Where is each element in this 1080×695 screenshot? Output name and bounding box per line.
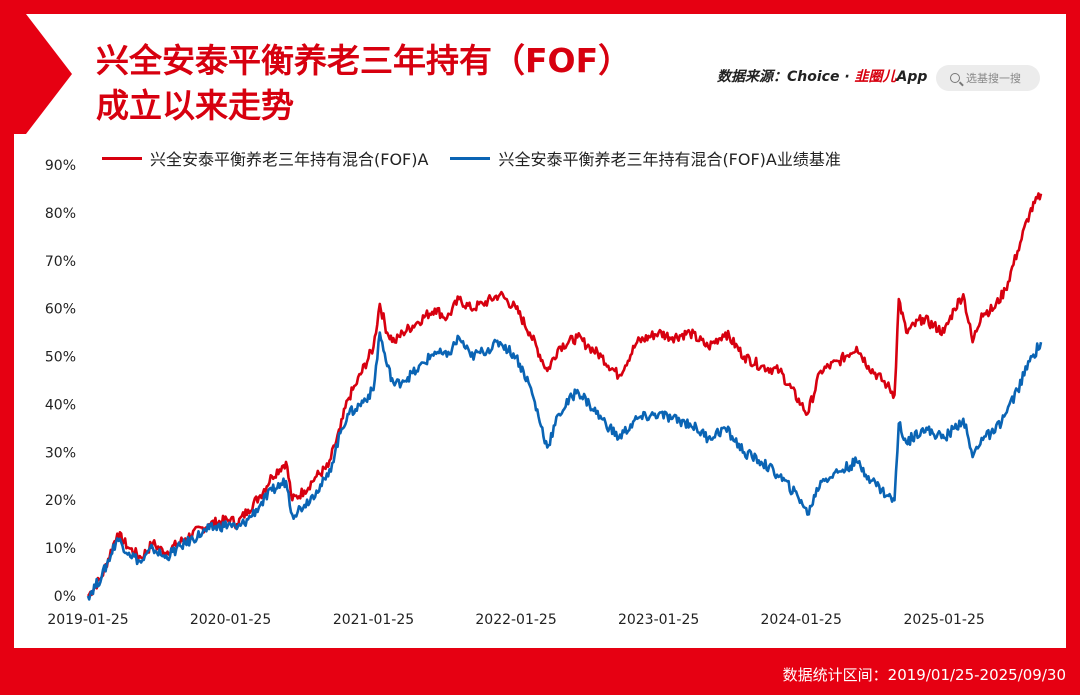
chart-legend: 兴全安泰平衡养老三年持有混合(FOF)A 兴全安泰平衡养老三年持有混合(FOF)… <box>102 146 841 170</box>
chart-title: 兴全安泰平衡养老三年持有（FOF） 成立以来走势 <box>96 41 632 125</box>
search-icon <box>950 73 960 83</box>
x-tick-label: 2019-01-25 <box>47 612 128 628</box>
legend-item-benchmark: 兴全安泰平衡养老三年持有混合(FOF)A业绩基准 <box>450 146 841 170</box>
series-line-fund <box>86 192 1043 597</box>
y-tick-label: 40% <box>45 397 76 413</box>
y-tick-label: 80% <box>45 206 76 222</box>
y-tick-label: 90% <box>45 158 76 174</box>
legend-swatch-benchmark <box>450 156 491 160</box>
x-tick-label: 2023-01-25 <box>618 612 699 628</box>
x-axis: 2019-01-25 2020-01-25 2021-01-25 2022-01-25… <box>47 612 985 628</box>
y-axis: 0% 10% 20% 30% 40% 50% 60% 70% 80% 90% <box>45 158 76 605</box>
legend-item-fund: 兴全安泰平衡养老三年持有混合(FOF)A <box>102 146 428 170</box>
legend-swatch-fund <box>102 156 142 160</box>
data-source: 数据来源：Choice · 韭圈儿App <box>717 66 927 86</box>
y-tick-label: 30% <box>45 445 76 461</box>
legend-label-benchmark: 兴全安泰平衡养老三年持有混合(FOF)A业绩基准 <box>498 150 841 169</box>
x-tick-label: 2024-01-25 <box>761 612 842 628</box>
source-brand: 韭圈儿 <box>854 69 897 85</box>
y-tick-label: 20% <box>45 493 76 509</box>
series-lines <box>86 192 1043 601</box>
x-tick-label: 2020-01-25 <box>190 612 271 628</box>
search-placeholder: 选基搜一搜 <box>966 72 1021 85</box>
y-tick-label: 0% <box>54 589 76 605</box>
footer-date-range: 数据统计区间：2019/01/25-2025/09/30 <box>782 666 1066 684</box>
y-tick-label: 50% <box>45 350 76 366</box>
source-suffix: App <box>896 69 928 85</box>
x-tick-label: 2025-01-25 <box>903 612 984 628</box>
source-prefix: 数据来源：Choice · <box>717 69 855 85</box>
y-tick-label: 70% <box>45 254 76 270</box>
y-tick-label: 60% <box>45 302 76 318</box>
x-tick-label: 2022-01-25 <box>475 612 556 628</box>
corner-decoration <box>14 14 72 134</box>
y-tick-label: 10% <box>45 541 76 557</box>
series-line-benchmark <box>86 331 1043 601</box>
search-box[interactable]: 选基搜一搜 <box>936 65 1040 91</box>
legend-label-fund: 兴全安泰平衡养老三年持有混合(FOF)A <box>150 150 429 169</box>
x-tick-label: 2021-01-25 <box>333 612 414 628</box>
